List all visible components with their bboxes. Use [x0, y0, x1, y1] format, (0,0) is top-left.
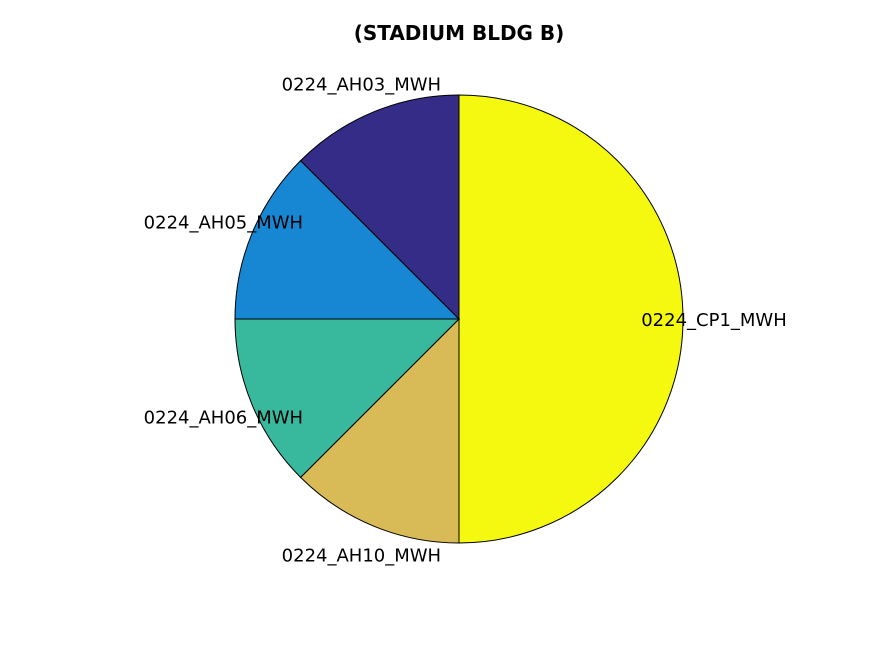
pie-slice-0224-ah03-mwh [299, 94, 460, 321]
pie-slice-0224-ah10-mwh [299, 317, 460, 544]
pie-label-0224-ah03-mwh: 0224_AH03_MWH [282, 74, 441, 95]
pie-slices [234, 94, 684, 544]
pie-label-0224-ah05-mwh: 0224_AH05_MWH [144, 212, 303, 233]
pie-slice-0224-ah06-mwh [234, 318, 461, 479]
pie-labels: 0224_CP1_MWH 0224_AH10_MWH 0224_AH06_MWH 02… [144, 74, 787, 566]
pie-label-0224-ah06-mwh: 0224_AH06_MWH [144, 408, 303, 429]
chart-title: (STADIUM BLDG B) [354, 21, 565, 45]
pie-slice-0224-ah05-mwh [234, 159, 461, 320]
pie-slice-0224-cp1-mwh [458, 94, 684, 544]
pie-label-0224-ah10-mwh: 0224_AH10_MWH [282, 546, 441, 567]
pie-label-0224-cp1-mwh: 0224_CP1_MWH [641, 310, 787, 331]
